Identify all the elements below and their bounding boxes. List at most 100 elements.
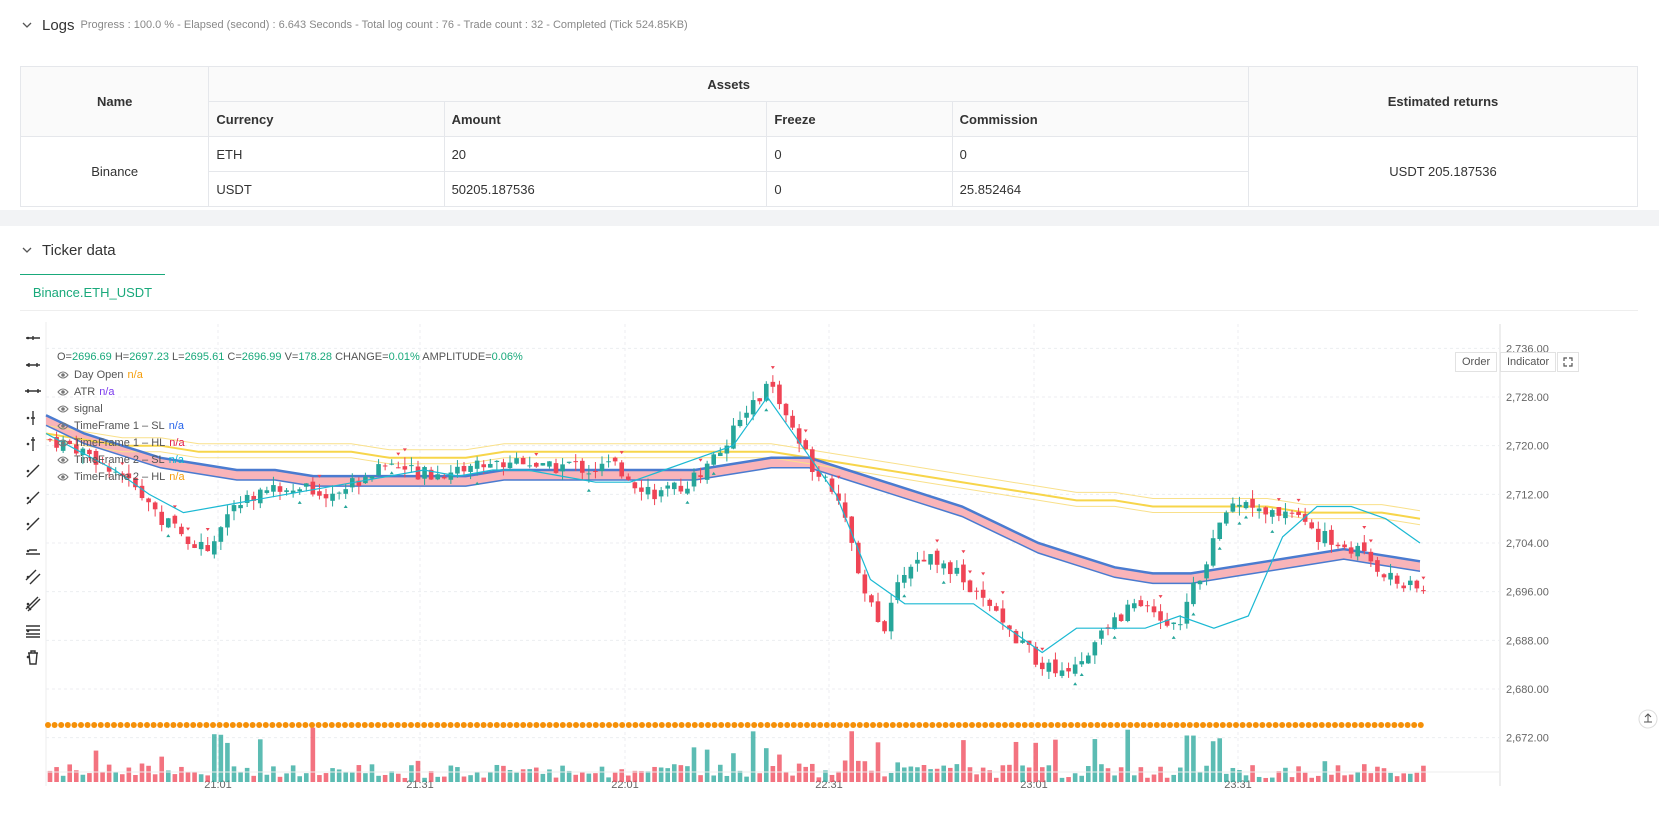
eye-icon[interactable] [57,438,69,448]
legend-value: n/a [99,386,115,398]
volume-bar [934,768,940,782]
day-open-dot [942,722,949,728]
day-open-dot [394,722,401,728]
day-open-dot [975,722,982,728]
day-open-dot [863,722,870,728]
candle-body [1256,508,1262,512]
parallel-channel-tool-icon[interactable] [24,568,42,586]
volume-bar [1059,777,1065,782]
candle-body [1191,582,1196,605]
volume-bar [724,775,730,782]
buy-signal-mark [586,488,591,492]
candle-body [533,462,539,467]
vertical-line-tool-icon[interactable] [24,409,42,427]
volume-bar [343,772,349,782]
eye-icon[interactable] [57,387,69,397]
logs-header[interactable]: Logs Progress : 100.0 % - Elapsed (secon… [20,13,688,37]
segment-tool-icon[interactable] [24,515,42,533]
ma-ribbon [46,415,1420,584]
day-open-dot [645,722,652,728]
candle-body [468,465,473,472]
day-open-dot [1015,722,1022,728]
legend-item[interactable]: signal [57,403,107,415]
candle-body [967,580,973,593]
day-open-dot [619,722,626,728]
extended-line-tool-icon[interactable] [24,382,42,400]
day-open-dot [335,722,342,728]
day-open-dot [1127,722,1134,728]
volume-bar [1204,765,1209,782]
candle-body [126,473,132,479]
candle-body [481,464,487,468]
volume-bar [376,775,381,782]
legend-item[interactable]: TimeFrame 1 – SL n/a [57,420,184,432]
day-open-dot [256,722,263,728]
fullscreen-icon[interactable] [1557,352,1579,372]
candle-body [448,472,454,480]
day-open-dot [71,722,78,728]
legend-item[interactable]: TimeFrame 2 – HL n/a [57,471,185,483]
candle-body [1223,512,1229,524]
candle-body [133,477,138,488]
eye-icon[interactable] [57,404,69,414]
sell-signal-mark [402,448,407,452]
legend-item[interactable]: TimeFrame 1 – HL n/a [57,437,185,449]
horizontal-line-tool-icon[interactable] [24,329,42,347]
price-chart[interactable]: 2,736.002,728.002,720.002,712.002,704.00… [0,226,1659,826]
candle-body [744,412,749,418]
volume-bar [678,765,684,782]
volume-bar [1118,767,1124,782]
legend-item[interactable]: TimeFrame 2 – SL n/a [57,454,184,466]
day-open-dot [757,722,764,728]
ray-line-tool-icon[interactable] [24,489,42,507]
candle-body [520,458,526,465]
day-open-dot [1378,722,1385,728]
volume-bar [507,769,513,782]
pitchfork-tool-icon[interactable] [24,595,42,613]
eye-icon[interactable] [57,421,69,431]
volume-bar [1151,774,1157,782]
volume-bar [349,772,355,782]
legend-item[interactable]: ATR n/a [57,386,114,398]
eye-icon[interactable] [57,472,69,482]
eye-icon[interactable] [57,455,69,465]
volume-bar [1066,777,1071,782]
vertical-ray-tool-icon[interactable] [24,435,42,453]
legend-item[interactable]: Day Open n/a [57,369,143,381]
volume-bar [1388,772,1393,782]
eye-icon[interactable] [57,370,69,380]
volume-bar [481,777,487,782]
candle-body [1302,514,1308,522]
volume-bar [639,770,644,782]
day-open-dot [243,722,249,728]
day-open-dot [342,722,348,728]
day-open-dot [1028,722,1035,728]
tab-binance-eth-usdt[interactable]: Binance.ETH_USDT [20,274,165,310]
day-open-dot [441,722,447,728]
fib-retracement-tool-icon[interactable] [24,622,42,640]
day-open-dot [262,722,269,728]
trend-line-tool-icon[interactable] [24,462,42,480]
volume-bar [1092,739,1098,782]
candle-body [1092,642,1098,656]
buy-signal-mark [902,594,907,598]
indicator-button[interactable]: Indicator [1500,352,1557,372]
day-open-dot [1384,722,1391,728]
day-open-dot [163,722,170,728]
ticker-header[interactable]: Ticker data [20,238,116,262]
col-currency: Currency [208,101,445,137]
chevron-down-icon[interactable] [20,18,34,32]
day-open-dot [1035,722,1041,728]
horizontal-ray-tool-icon[interactable] [24,356,42,374]
buy-signal-mark [389,471,394,475]
price-label-tool-icon[interactable] [24,542,42,560]
legend-label: signal [74,403,103,415]
candle-body [1118,614,1124,622]
chevron-down-icon[interactable] [20,243,34,257]
day-open-dot [566,722,573,728]
trash-icon[interactable] [24,648,42,666]
candle-body [560,464,565,472]
candle-body [770,381,776,387]
order-button[interactable]: Order [1455,352,1498,372]
volume-bar [238,772,243,782]
